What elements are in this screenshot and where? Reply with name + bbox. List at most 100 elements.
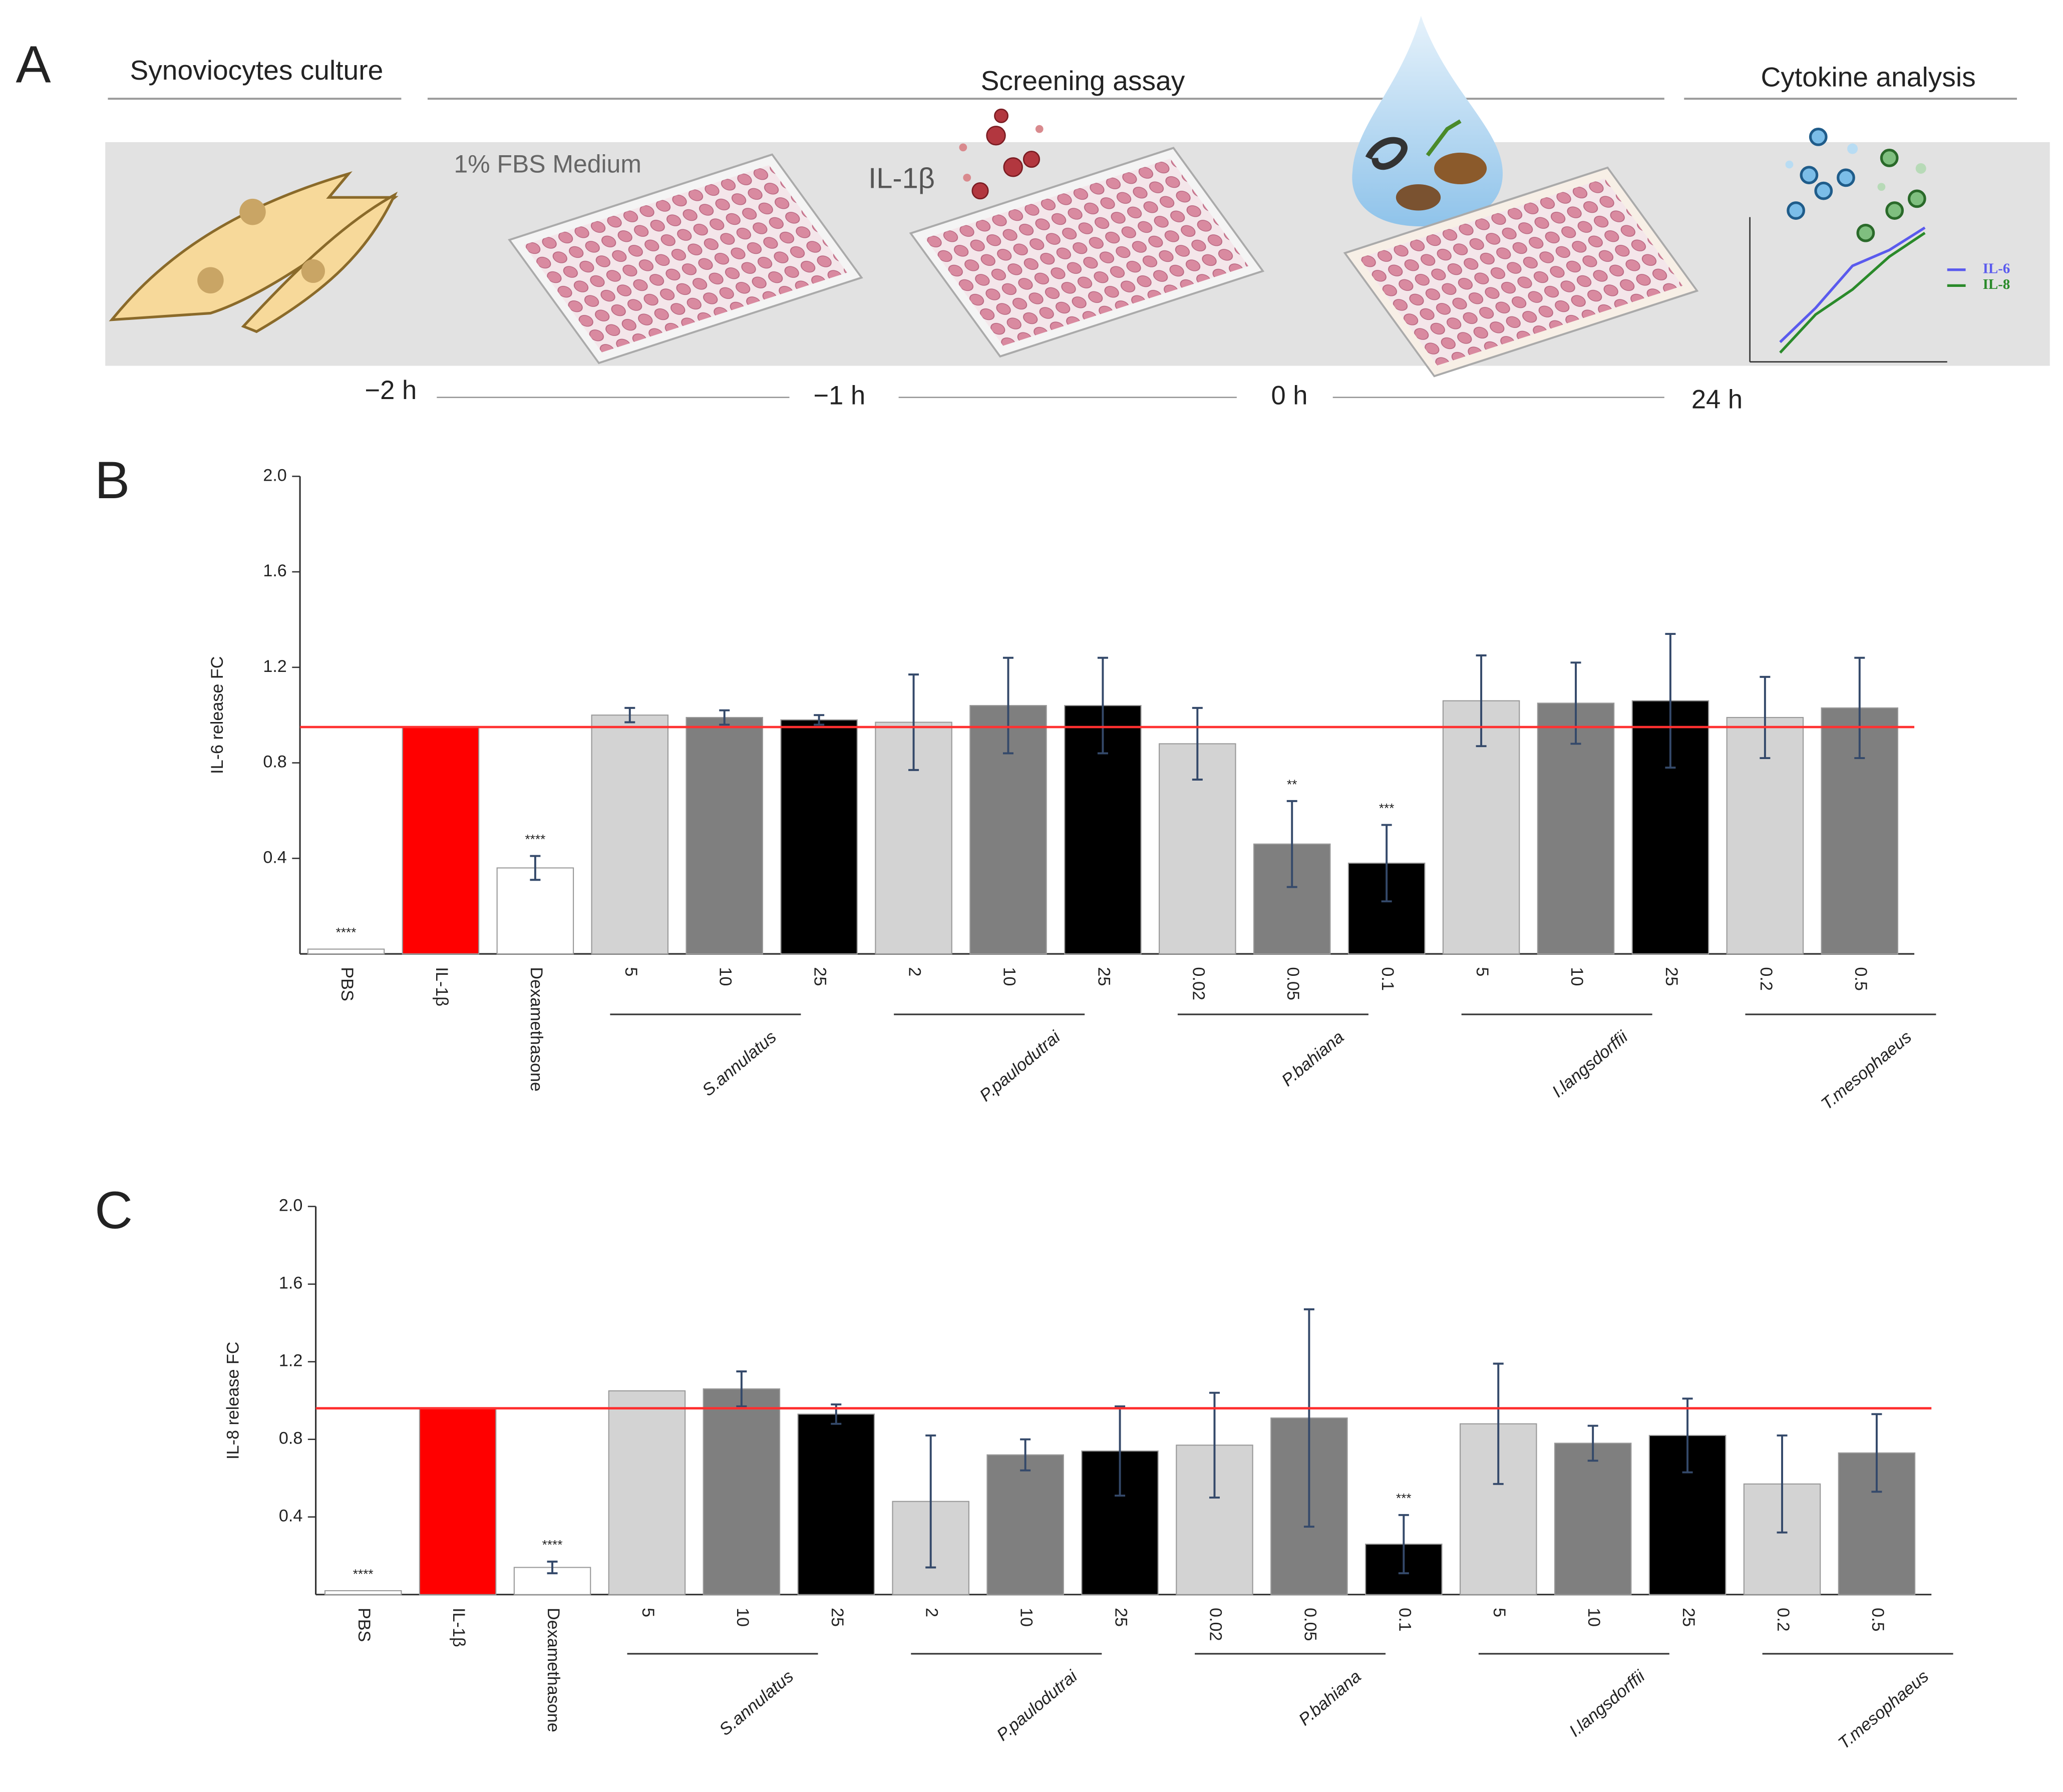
x-tick-label: 25	[1094, 967, 1113, 986]
panel-label: C	[95, 1181, 133, 1240]
plate	[909, 147, 1265, 358]
time-label: −1 h	[814, 381, 866, 411]
x-tick-label: 25	[1662, 967, 1681, 986]
bar	[1347, 862, 1426, 955]
x-tick-label: 0.05	[1283, 967, 1302, 1000]
y-tick-label: 2.0	[263, 466, 286, 485]
x-tick-label: IL-1β	[432, 967, 451, 1006]
x-tick-label: 0.1	[1395, 1608, 1414, 1631]
significance-label: ****	[525, 832, 545, 847]
bar	[797, 1413, 875, 1595]
x-tick-label: 5	[638, 1608, 657, 1617]
y-tick-label: 1.6	[263, 561, 286, 580]
y-tick-label: 0.8	[279, 1429, 302, 1448]
group-label: I.langsdorffii	[1549, 1027, 1632, 1101]
bar	[986, 1454, 1064, 1595]
x-tick-label: 0.02	[1206, 1608, 1225, 1641]
stage-label: Screening assay	[981, 65, 1185, 96]
plate	[1343, 166, 1699, 378]
significance-label: ***	[1379, 801, 1395, 816]
legend-label: IL-8	[1983, 276, 2010, 292]
x-tick-label: 5	[621, 967, 640, 976]
x-tick-label: 0.2	[1774, 1608, 1793, 1631]
bar	[780, 719, 858, 955]
bar	[307, 948, 385, 955]
x-tick-label: 5	[1473, 967, 1492, 976]
x-tick-label: 5	[1490, 1608, 1509, 1617]
animals	[1365, 119, 1487, 211]
significance-label: ****	[336, 925, 357, 940]
y-tick-label: 1.2	[263, 657, 286, 676]
group-label: P.bahiana	[1295, 1667, 1365, 1729]
group-label: S.annulatus	[699, 1027, 780, 1100]
panel-label: B	[95, 451, 130, 510]
x-tick-label: 25	[1112, 1608, 1131, 1627]
time-label: 0 h	[1271, 381, 1307, 411]
stimulus-label: IL-1β	[868, 162, 935, 194]
legend-label: IL-6	[1983, 260, 2010, 276]
x-tick-label: 2	[922, 1608, 941, 1617]
x-tick-label: 25	[1679, 1608, 1698, 1627]
significance-label: ****	[542, 1537, 563, 1552]
x-tick-label: 0.05	[1300, 1608, 1319, 1641]
stage-label: Cytokine analysis	[1761, 61, 1976, 92]
panel-a: A Synoviocytes culture Screening assay C…	[16, 16, 2050, 414]
group-label: T.mesophaeus	[1835, 1667, 1932, 1753]
mini-chart: IL-6 IL-8	[1749, 217, 2010, 363]
medium-label: 1% FBS Medium	[454, 150, 641, 178]
x-tick-label: 0.1	[1378, 967, 1397, 990]
cytokine-dots	[1785, 128, 1926, 242]
x-tick-label: 25	[811, 967, 830, 986]
x-tick-label: 25	[828, 1608, 847, 1627]
y-tick-label: 0.4	[279, 1507, 302, 1526]
x-tick-label: Dexamethasone	[544, 1608, 563, 1732]
bar	[703, 1388, 781, 1595]
significance-label: ****	[353, 1566, 374, 1581]
bar	[685, 716, 763, 955]
x-tick-label: 2	[905, 967, 924, 976]
group-label: S.annulatus	[716, 1667, 797, 1739]
bar	[608, 1390, 686, 1595]
x-tick-label: 10	[999, 967, 1018, 986]
x-tick-label: IL-1β	[449, 1608, 468, 1647]
x-tick-label: 0.5	[1851, 967, 1870, 990]
bar	[419, 1407, 497, 1595]
y-axis-label: IL-6 release FC	[208, 656, 227, 774]
cells	[109, 171, 399, 333]
x-tick-label: PBS	[355, 1608, 374, 1642]
y-tick-label: 0.4	[263, 848, 286, 867]
y-axis-label: IL-8 release FC	[224, 1342, 243, 1460]
bar	[496, 867, 574, 955]
bar	[1554, 1443, 1632, 1595]
x-tick-label: 0.02	[1189, 967, 1208, 1000]
bar	[1537, 702, 1615, 955]
x-tick-label: 0.2	[1757, 967, 1776, 990]
plate	[508, 153, 863, 365]
x-tick-label: 10	[1584, 1608, 1603, 1627]
x-tick-label: 0.5	[1868, 1608, 1887, 1631]
x-tick-label: Dexamethasone	[527, 967, 546, 1092]
significance-label: ***	[1396, 1491, 1412, 1506]
time-label: 24 h	[1691, 385, 1743, 414]
y-tick-label: 1.2	[279, 1351, 302, 1370]
x-tick-label: 10	[716, 967, 735, 986]
y-tick-label: 0.8	[263, 753, 286, 772]
x-tick-label: 10	[733, 1608, 752, 1627]
y-tick-label: 2.0	[279, 1196, 302, 1215]
time-label: −2 h	[365, 376, 417, 405]
significance-label: **	[1287, 777, 1297, 792]
stage-label: Synoviocytes culture	[130, 55, 383, 86]
cytokine-dots	[959, 108, 1044, 200]
group-label: P.bahiana	[1278, 1027, 1347, 1090]
y-tick-label: 1.6	[279, 1274, 302, 1293]
bar	[402, 727, 480, 955]
x-tick-label: PBS	[337, 967, 357, 1001]
x-tick-label: 10	[1567, 967, 1586, 986]
group-label: P.paulodutrai	[976, 1027, 1064, 1106]
bar	[324, 1590, 402, 1595]
group-label: P.paulodutrai	[993, 1666, 1082, 1745]
group-label: I.langsdorffii	[1566, 1666, 1649, 1740]
panel-label: A	[16, 36, 51, 94]
x-tick-label: 10	[1017, 1608, 1036, 1627]
